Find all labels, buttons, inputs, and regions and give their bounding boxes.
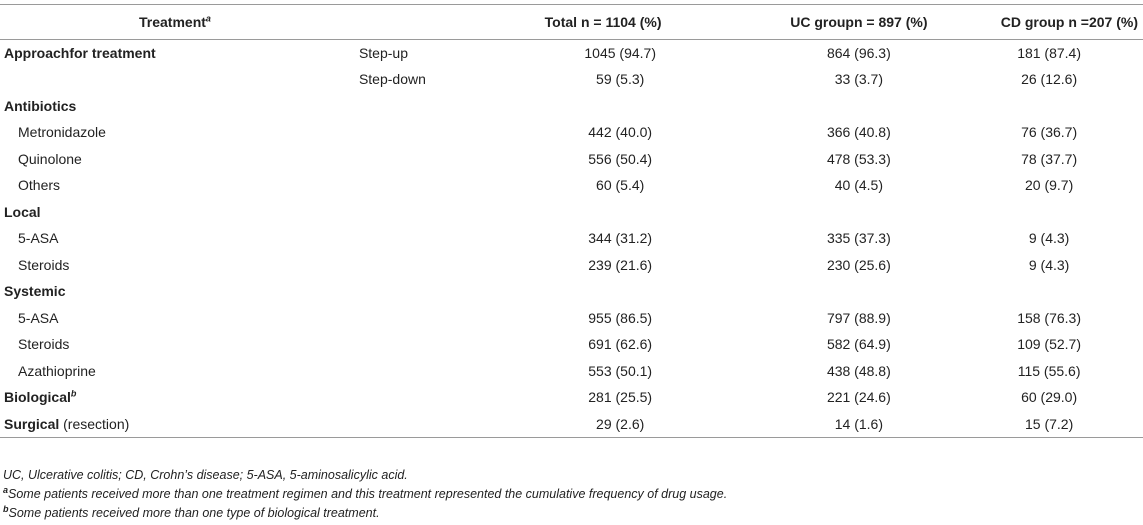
cell-cd: 181 (87.4) xyxy=(1017,45,1082,61)
section-local: Local xyxy=(4,203,41,220)
cell-cd: 78 (37.7) xyxy=(1021,150,1078,167)
cell-uc: 366 (40.8) xyxy=(826,124,891,141)
table-row-section: Local xyxy=(0,199,1143,226)
table-row: Surgical (resection) 29 (2.6) 14 (1.6) 1… xyxy=(0,410,1143,438)
row-label-category xyxy=(0,66,359,93)
table-row: Steroids 239 (21.6) 230 (25.6) 9 (4.3) xyxy=(0,252,1143,279)
header-cd: CD group n =207 (%) xyxy=(955,4,1143,40)
header-row: Treatmenta Total n = 1104 (%) UC groupn … xyxy=(0,4,1143,40)
cell-cd: 76 (36.7) xyxy=(1021,124,1078,141)
cell-uc: 14 (1.6) xyxy=(762,410,956,438)
header-total: Total n = 1104 (%) xyxy=(477,4,763,40)
cell-cd: 158 (76.3) xyxy=(1017,309,1082,326)
header-treatment: Treatmenta xyxy=(0,4,359,40)
cell-total: 553 (50.1) xyxy=(588,362,653,379)
header-level xyxy=(358,4,478,40)
table-row: 5-ASA 955 (86.5) 797 (88.9) 158 (76.3) xyxy=(0,305,1143,332)
cell-total: 344 (31.2) xyxy=(588,230,653,247)
cell-uc: 478 (53.3) xyxy=(826,150,891,167)
cell-cd: 9 (4.3) xyxy=(1028,256,1070,273)
cell-total: 691 (62.6) xyxy=(588,336,653,353)
table-row: Approachfor treatment Step-up 1045 (94.7… xyxy=(0,40,1143,67)
footnote-b: bSome patients received more than one ty… xyxy=(3,503,380,520)
table-row: Steroids 691 (62.6) 582 (64.9) 109 (52.7… xyxy=(0,331,1143,358)
cell-uc: 40 (4.5) xyxy=(834,177,883,194)
cell-cd: 26 (12.6) xyxy=(1021,71,1078,88)
cell-cd: 115 (55.6) xyxy=(1017,362,1081,379)
row-level: Step-up xyxy=(358,45,408,61)
cell-total: 1045 (94.7) xyxy=(584,45,656,61)
table-row: Biologicalb 281 (25.5) 221 (24.6) 60 (29… xyxy=(0,384,1143,411)
cell-uc: 33 (3.7) xyxy=(834,71,883,88)
footnote-a: aSome patients received more than one tr… xyxy=(3,484,728,501)
row-label-category: Approachfor treatment xyxy=(4,45,156,61)
table-row-section: Systemic xyxy=(0,278,1143,305)
cell-total: 239 (21.6) xyxy=(588,256,653,273)
row-label: Quinolone xyxy=(18,150,82,167)
cell-cd: 60 (29.0) xyxy=(1021,389,1078,406)
section-antibiotics: Antibiotics xyxy=(4,97,77,114)
cell-cd: 20 (9.7) xyxy=(1024,177,1074,194)
row-label: Azathioprine xyxy=(18,362,96,379)
row-label: Steroids xyxy=(18,336,70,353)
footnote-abbreviations: UC, Ulcerative colitis; CD, Crohn’s dise… xyxy=(3,468,408,482)
cell-total: 556 (50.4) xyxy=(588,150,653,167)
row-label-category: Surgical (resection) xyxy=(0,410,359,438)
table-row: Others 60 (5.4) 40 (4.5) 20 (9.7) xyxy=(0,172,1143,199)
cell-total: 955 (86.5) xyxy=(588,309,653,326)
row-label: 5-ASA xyxy=(18,309,59,326)
table-row: Azathioprine 553 (50.1) 438 (48.8) 115 (… xyxy=(0,358,1143,385)
row-label: Metronidazole xyxy=(18,124,106,141)
cell-cd: 9 (4.3) xyxy=(1028,230,1070,247)
cell-uc: 797 (88.9) xyxy=(826,309,891,326)
table-row: Metronidazole 442 (40.0) 366 (40.8) 76 (… xyxy=(0,119,1143,146)
table-row: Step-down 59 (5.3) 33 (3.7) 26 (12.6) xyxy=(0,66,1143,93)
cell-uc: 230 (25.6) xyxy=(826,256,891,273)
table-row-section: Antibiotics xyxy=(0,93,1143,120)
cell-uc: 438 (48.8) xyxy=(826,362,891,379)
cell-total: 29 (2.6) xyxy=(477,410,763,438)
table-row: 5-ASA 344 (31.2) 335 (37.3) 9 (4.3) xyxy=(0,225,1143,252)
table-row: Quinolone 556 (50.4) 478 (53.3) 78 (37.7… xyxy=(0,146,1143,173)
cell-uc: 221 (24.6) xyxy=(826,389,891,406)
cell-uc: 582 (64.9) xyxy=(826,336,891,353)
row-label: 5-ASA xyxy=(18,230,59,247)
cell-cd: 109 (52.7) xyxy=(1017,336,1082,353)
cell-cd: 15 (7.2) xyxy=(955,410,1143,438)
section-systemic: Systemic xyxy=(4,283,66,300)
treatment-table: Treatmenta Total n = 1104 (%) UC groupn … xyxy=(0,4,1143,438)
cell-uc: 864 (96.3) xyxy=(826,45,891,61)
row-level: Step-down xyxy=(358,71,426,88)
row-label: Others xyxy=(18,177,61,194)
cell-total: 281 (25.5) xyxy=(588,389,653,406)
cell-uc: 335 (37.3) xyxy=(826,230,891,247)
table-footnotes: UC, Ulcerative colitis; CD, Crohn’s dise… xyxy=(3,466,727,523)
row-label-category: Biologicalb xyxy=(4,388,77,406)
cell-total: 59 (5.3) xyxy=(596,71,645,88)
row-label: Steroids xyxy=(18,256,70,273)
header-uc: UC groupn = 897 (%) xyxy=(762,4,956,40)
cell-total: 442 (40.0) xyxy=(588,124,653,141)
cell-total: 60 (5.4) xyxy=(596,177,645,194)
